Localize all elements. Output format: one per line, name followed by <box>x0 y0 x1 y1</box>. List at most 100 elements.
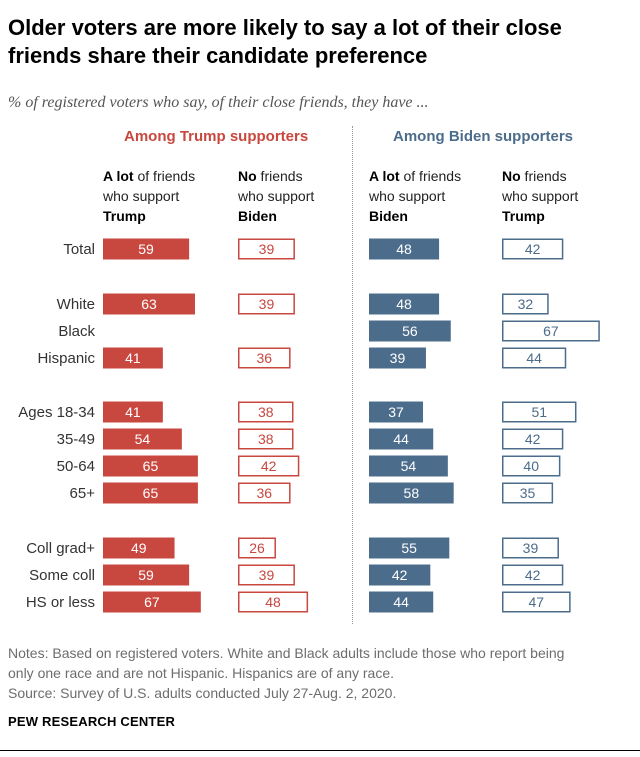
value-label-s2-50-64: 54 <box>401 458 417 474</box>
bar-s1-white <box>238 293 295 315</box>
bar-s1-hs-or-less <box>238 591 309 613</box>
bar-s3-total <box>502 238 564 260</box>
bar-s1-50-64 <box>238 455 300 477</box>
bottom-rule <box>0 750 640 751</box>
bar-s3-hispanic <box>502 347 567 369</box>
value-label-s0-35-49: 54 <box>135 431 151 447</box>
bar-s0-ages-18-34 <box>103 401 163 423</box>
chart-notes: Notes: Based on registered voters. White… <box>8 645 565 681</box>
bar-s1-some-coll <box>238 564 295 586</box>
bar-s2-white <box>369 293 440 315</box>
bar-s3-coll-grad <box>502 537 559 559</box>
value-label-s1-50-64: 42 <box>261 458 277 474</box>
bar-s0-hs-or-less <box>103 591 201 613</box>
bar-s2-ages-18-34 <box>369 401 424 423</box>
row-label-black: Black <box>58 323 95 340</box>
bar-s3-some-coll <box>502 564 564 586</box>
bar-s3-hs-or-less <box>502 591 571 613</box>
bar-s0-white <box>103 293 195 315</box>
bar-s3-ages-18-34 <box>502 401 577 423</box>
value-label-s3-some-coll: 42 <box>525 567 541 583</box>
bar-s1-35-49 <box>238 428 294 450</box>
value-label-s2-black: 56 <box>402 323 418 339</box>
bar-s3-50-64 <box>502 455 561 477</box>
bar-s0-35-49 <box>103 428 182 450</box>
value-label-s3-65: 35 <box>520 485 536 501</box>
bar-s1-total <box>238 238 295 260</box>
bar-s2-total <box>369 238 440 260</box>
value-label-s0-total: 59 <box>138 241 154 257</box>
value-label-s1-65: 36 <box>256 485 272 501</box>
value-label-s1-ages-18-34: 38 <box>258 404 274 420</box>
value-label-s2-65: 58 <box>404 485 420 501</box>
value-label-s0-50-64: 65 <box>143 458 159 474</box>
value-label-s2-hs-or-less: 44 <box>393 594 409 610</box>
value-label-s3-ages-18-34: 51 <box>531 404 547 420</box>
bar-s1-hispanic <box>238 347 291 369</box>
bar-s2-65 <box>369 482 454 504</box>
value-label-s0-ages-18-34: 41 <box>125 404 141 420</box>
chart-title: Older voters are more likely to say a lo… <box>8 14 628 70</box>
row-label-coll-grad: Coll grad+ <box>26 540 95 557</box>
row-label-50-64: 50-64 <box>57 458 95 475</box>
row-label-35-49: 35-49 <box>57 431 95 448</box>
row-label-white: White <box>57 296 95 313</box>
value-label-s1-some-coll: 39 <box>259 567 275 583</box>
chart-source: Source: Survey of U.S. adults conducted … <box>8 685 397 701</box>
row-label-hispanic: Hispanic <box>37 350 95 367</box>
title-line-1: Older voters are more likely to say a lo… <box>8 15 562 40</box>
bar-s2-black <box>369 320 451 342</box>
bar-s1-65 <box>238 482 291 504</box>
bar-s2-coll-grad <box>369 537 450 559</box>
value-label-s0-hispanic: 41 <box>125 350 141 366</box>
bar-chart: Total White Black Hispanic Ages 18-34 35-49 50… <box>18 238 600 613</box>
value-label-s1-35-49: 38 <box>258 431 274 447</box>
value-label-s3-white: 32 <box>518 296 534 312</box>
row-label-total: Total <box>63 241 95 258</box>
value-label-s0-coll-grad: 49 <box>131 540 147 556</box>
col-head-no-trump: No friends who support Trump <box>502 168 579 224</box>
brand-logo-text: PEW RESEARCH CENTER <box>8 714 176 729</box>
value-label-s2-total: 48 <box>396 241 412 257</box>
row-label-some-coll: Some coll <box>29 567 95 584</box>
section-divider <box>352 126 353 624</box>
value-label-s2-ages-18-34: 37 <box>388 404 404 420</box>
value-label-s2-white: 48 <box>396 296 412 312</box>
value-label-s0-65: 65 <box>143 485 159 501</box>
value-label-s3-50-64: 40 <box>523 458 539 474</box>
bar-s0-total <box>103 238 190 260</box>
bar-s2-hs-or-less <box>369 591 434 613</box>
value-label-s3-hs-or-less: 47 <box>529 594 545 610</box>
bar-s3-35-49 <box>502 428 564 450</box>
value-label-s1-hs-or-less: 48 <box>265 594 281 610</box>
value-label-s3-35-49: 42 <box>525 431 541 447</box>
value-label-s2-some-coll: 42 <box>392 567 408 583</box>
value-label-s3-total: 42 <box>525 241 541 257</box>
col-head-alot-biden: A lot of friends who support Biden <box>369 168 462 224</box>
bar-s1-ages-18-34 <box>238 401 294 423</box>
value-label-s3-black: 67 <box>543 323 559 339</box>
col-head-alot-trump: A lot of friends who support Trump <box>103 168 196 224</box>
bar-s0-coll-grad <box>103 537 175 559</box>
bar-s2-some-coll <box>369 564 431 586</box>
row-label-65: 65+ <box>70 485 96 502</box>
bar-s0-50-64 <box>103 455 198 477</box>
bar-s2-50-64 <box>369 455 448 477</box>
value-label-s1-white: 39 <box>259 296 275 312</box>
value-label-s1-hispanic: 36 <box>256 350 272 366</box>
row-label-ages-18-34: Ages 18-34 <box>18 404 95 421</box>
col-head-no-biden: No friends who support Biden <box>238 168 315 224</box>
section-head-biden: Among Biden supporters <box>393 128 574 145</box>
bar-s0-some-coll <box>103 564 190 586</box>
row-label-hs-or-less: HS or less <box>26 594 95 611</box>
value-label-s0-some-coll: 59 <box>138 567 154 583</box>
bar-s3-65 <box>502 482 554 504</box>
value-label-s0-hs-or-less: 67 <box>144 594 160 610</box>
value-label-s0-white: 63 <box>141 296 157 312</box>
section-head-trump: Among Trump supporters <box>124 128 309 145</box>
value-label-s2-hispanic: 39 <box>390 350 406 366</box>
value-label-s2-coll-grad: 55 <box>401 540 417 556</box>
bar-s2-35-49 <box>369 428 434 450</box>
bar-s1-coll-grad <box>238 537 276 559</box>
bar-s2-hispanic <box>369 347 426 369</box>
